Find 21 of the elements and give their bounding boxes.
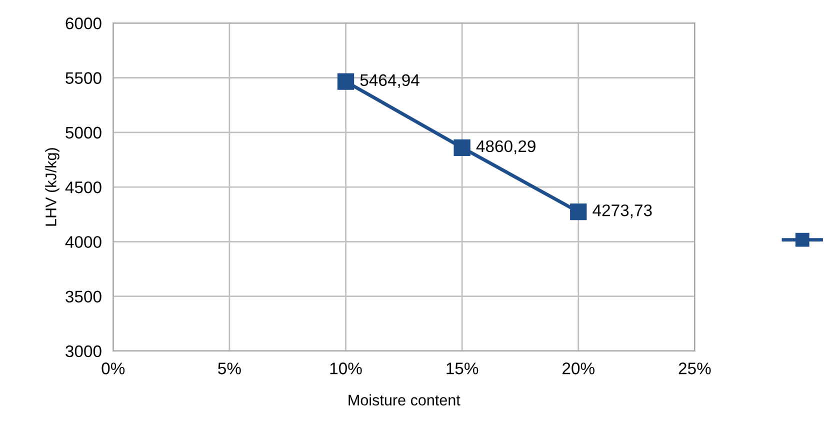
y-tick-label: 3000	[66, 345, 102, 358]
x-tick-label: 5%	[218, 362, 241, 374]
x-tick-label: 0%	[102, 362, 125, 374]
x-tick-label: 25%	[678, 362, 711, 374]
y-tick-label: 5500	[66, 72, 102, 84]
x-axis-title: Moisture content	[348, 394, 460, 406]
y-tick-label: 5000	[66, 126, 102, 139]
data-label: 4273,73	[592, 204, 652, 218]
y-axis-title: LHV (kJ/kg)	[45, 148, 60, 226]
point	[454, 139, 470, 156]
y-tick-label: 3500	[66, 290, 102, 303]
y-tick-label: 6000	[66, 18, 102, 30]
data-label: 4860,29	[476, 140, 536, 154]
point	[337, 73, 354, 90]
y-tick-label: 4500	[65, 181, 102, 194]
x-tick-label: 15%	[446, 362, 478, 374]
y-tick-label: 4000	[65, 236, 102, 248]
point	[570, 203, 587, 220]
x-tick-label: 20%	[562, 362, 594, 374]
x-tick-label: 10%	[330, 362, 362, 374]
data-label: 5464,94	[360, 74, 420, 88]
